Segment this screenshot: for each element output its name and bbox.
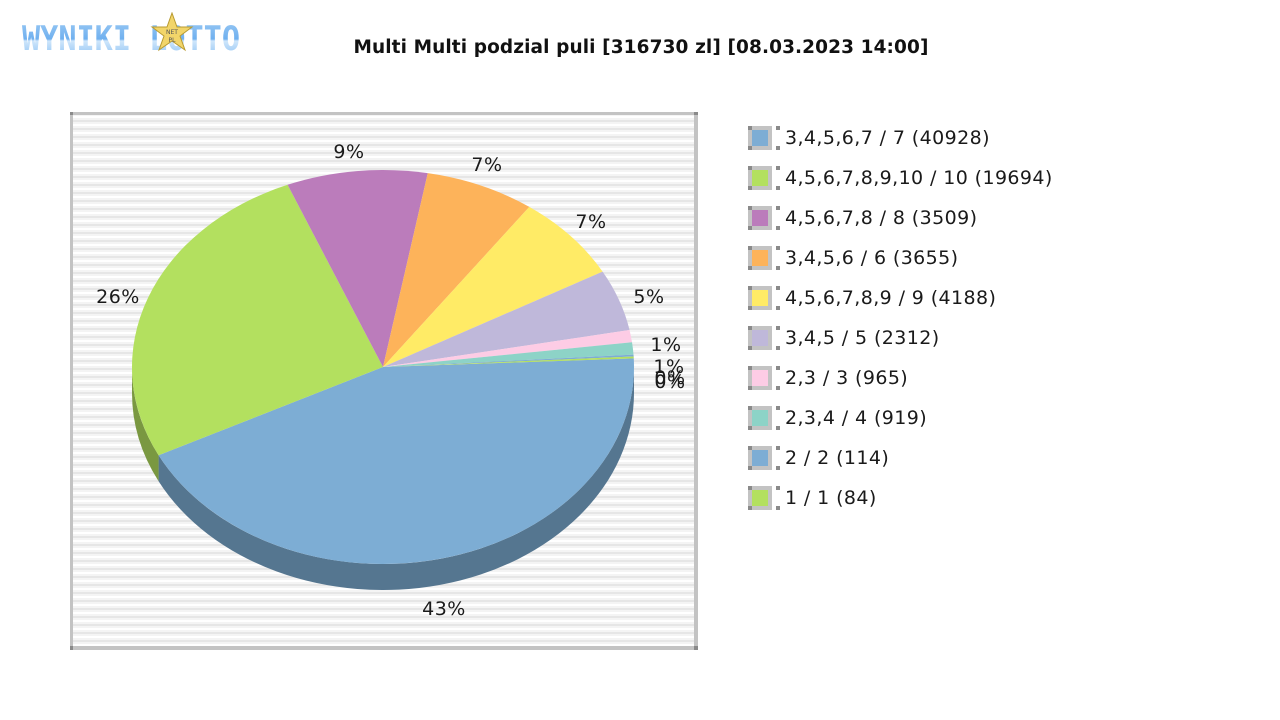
legend-item: 4,5,6,7,8,9 / 9 (4188) bbox=[748, 282, 996, 314]
percent-label: 1% bbox=[653, 356, 684, 378]
legend-item: 2 / 2 (114) bbox=[748, 442, 889, 474]
pie-slice bbox=[383, 356, 634, 367]
legend-swatch bbox=[748, 246, 772, 270]
legend-item: 1 / 1 (84) bbox=[748, 482, 877, 514]
percent-label: 43% bbox=[422, 598, 466, 620]
legend-label: 4,5,6,7,8 / 8 (3509) bbox=[785, 207, 978, 229]
legend-swatch bbox=[748, 166, 772, 190]
legend-item: 4,5,6,7,8 / 8 (3509) bbox=[748, 202, 977, 234]
legend-item: 3,4,5,6 / 6 (3655) bbox=[748, 242, 958, 274]
percent-label: 7% bbox=[575, 211, 606, 233]
svg-text:PL: PL bbox=[169, 37, 177, 44]
pie-slice bbox=[383, 271, 630, 367]
pie-chart-plot-area: 43% 26% 9% 7% 7% 5% 1% 1% 0% 0% bbox=[70, 112, 698, 650]
legend-item: 2,3,4 / 4 (919) bbox=[748, 402, 927, 434]
pie-slice bbox=[383, 329, 633, 367]
legend-swatch bbox=[748, 126, 772, 150]
percent-label: 5% bbox=[633, 286, 664, 308]
legend-label: 2 / 2 (114) bbox=[785, 447, 890, 469]
legend-swatch bbox=[748, 486, 772, 510]
legend-swatch bbox=[748, 446, 772, 470]
legend-label: 3,4,5,6 / 6 (3655) bbox=[785, 247, 959, 269]
percent-label: 9% bbox=[333, 141, 364, 163]
pie-slice bbox=[132, 184, 383, 456]
percent-label: 0% bbox=[654, 371, 685, 393]
legend-label: 4,5,6,7,8,9 / 9 (4188) bbox=[785, 287, 997, 309]
legend-label: 2,3 / 3 (965) bbox=[785, 367, 909, 389]
legend-label: 1 / 1 (84) bbox=[785, 487, 877, 509]
legend-item: 4,5,6,7,8,9,10 / 10 (19694) bbox=[748, 162, 1053, 194]
legend-label: 3,4,5 / 5 (2312) bbox=[785, 327, 940, 349]
percent-label: 7% bbox=[471, 154, 502, 176]
pie-side-depth bbox=[132, 367, 634, 591]
star-icon bbox=[150, 11, 194, 52]
percent-label: 0% bbox=[654, 367, 685, 389]
legend-swatch bbox=[748, 326, 772, 350]
legend-item: 2,3 / 3 (965) bbox=[748, 362, 908, 394]
pie-slice bbox=[383, 354, 634, 367]
legend-swatch bbox=[748, 286, 772, 310]
legend-label: 4,5,6,7,8,9,10 / 10 (19694) bbox=[785, 167, 1053, 189]
svg-text:NET: NET bbox=[166, 29, 178, 36]
wyniki-lotto-logo[interactable]: WYNIKI LOTTO NET PL bbox=[20, 11, 242, 59]
chart-title: Multi Multi podzial puli [316730 zl] [08… bbox=[353, 37, 929, 58]
pie-slice bbox=[383, 173, 530, 367]
percent-label: 26% bbox=[96, 286, 140, 308]
pie-slice bbox=[287, 170, 428, 367]
legend-item: 3,4,5,6,7 / 7 (40928) bbox=[748, 122, 990, 154]
legend-swatch bbox=[748, 406, 772, 430]
pie-slices bbox=[132, 170, 634, 565]
legend-item: 3,4,5 / 5 (2312) bbox=[748, 322, 940, 354]
legend-label: 2,3,4 / 4 (919) bbox=[785, 407, 928, 429]
pie-percent-labels: 43%26%9%7%7%5%1%1%0%0% bbox=[96, 141, 685, 620]
pie-slice bbox=[158, 358, 634, 565]
pie-slice bbox=[383, 206, 603, 367]
logo-text: WYNIKI LOTTO bbox=[22, 19, 240, 58]
legend-label: 3,4,5,6,7 / 7 (40928) bbox=[785, 127, 990, 149]
legend-swatch bbox=[748, 366, 772, 390]
pie-slice bbox=[383, 342, 634, 367]
legend-swatch bbox=[748, 206, 772, 230]
percent-label: 1% bbox=[650, 334, 681, 356]
